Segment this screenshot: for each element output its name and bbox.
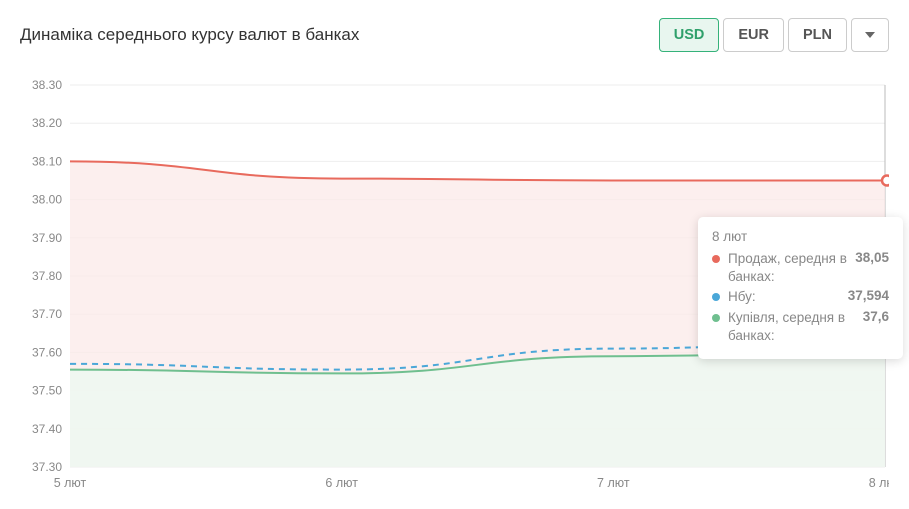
svg-text:37.50: 37.50 xyxy=(32,384,62,398)
svg-text:37.30: 37.30 xyxy=(32,460,62,474)
svg-text:38.30: 38.30 xyxy=(32,78,62,92)
header: Динаміка середнього курсу валют в банках… xyxy=(20,18,889,52)
svg-text:8 лют: 8 лют xyxy=(869,476,889,490)
tooltip-value: 37,6 xyxy=(863,309,889,324)
svg-text:38.10: 38.10 xyxy=(32,154,62,168)
svg-text:38.00: 38.00 xyxy=(32,193,62,207)
tab-usd[interactable]: USD xyxy=(659,18,720,52)
svg-text:37.90: 37.90 xyxy=(32,231,62,245)
tooltip-row: Нбу: 37,594 xyxy=(712,288,889,306)
svg-text:37.60: 37.60 xyxy=(32,345,62,359)
chart-tooltip: 8 лют Продаж, середня в банках: 38,05 Нб… xyxy=(698,217,903,359)
svg-text:37.80: 37.80 xyxy=(32,269,62,283)
tooltip-value: 38,05 xyxy=(855,250,889,265)
svg-text:37.40: 37.40 xyxy=(32,422,62,436)
svg-text:37.70: 37.70 xyxy=(32,307,62,321)
dot-icon xyxy=(712,293,720,301)
chevron-down-icon xyxy=(865,32,875,38)
svg-text:5 лют: 5 лют xyxy=(54,476,87,490)
chart-panel: Динаміка середнього курсу валют в банках… xyxy=(0,0,909,509)
svg-text:7 лют: 7 лют xyxy=(597,476,630,490)
currency-tabs: USD EUR PLN xyxy=(659,18,889,52)
svg-text:6 лют: 6 лют xyxy=(325,476,358,490)
chart-area: 38.30 38.20 38.10 38.00 37.90 37.80 37.70 37.60… xyxy=(20,77,889,497)
tooltip-label: Нбу: xyxy=(728,288,840,306)
tooltip-row: Купівля, середня в банках: 37,6 xyxy=(712,309,889,345)
tooltip-date: 8 лют xyxy=(712,229,889,244)
tooltip-label: Купівля, середня в банках: xyxy=(728,309,855,345)
tooltip-value: 37,594 xyxy=(848,288,889,303)
chart-title: Динаміка середнього курсу валют в банках xyxy=(20,25,359,45)
dot-icon xyxy=(712,314,720,322)
tooltip-row: Продаж, середня в банках: 38,05 xyxy=(712,250,889,286)
dot-icon xyxy=(712,255,720,263)
tab-more-dropdown[interactable] xyxy=(851,18,889,52)
svg-text:38.20: 38.20 xyxy=(32,116,62,130)
tooltip-label: Продаж, середня в банках: xyxy=(728,250,847,286)
tab-eur[interactable]: EUR xyxy=(723,18,784,52)
tab-pln[interactable]: PLN xyxy=(788,18,847,52)
